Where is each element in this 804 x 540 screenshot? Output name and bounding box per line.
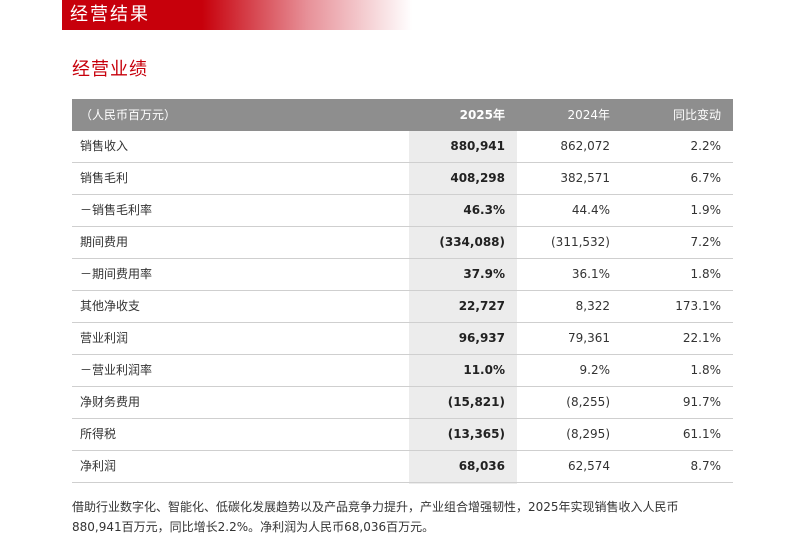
value-2024: (8,295) [566,427,610,441]
value-2024: 862,072 [560,139,610,153]
value-yoy: 7.2% [690,235,722,249]
section-banner [62,0,412,30]
table-header: （人民币百万元） 2025年 2024年 同比变动 [72,99,733,131]
results-table: （人民币百万元） 2025年 2024年 同比变动 销售收入 880,941 862… [72,99,733,484]
header-yoy: 同比变动 [672,108,721,122]
value-yoy: 91.7% [682,395,721,409]
table-row: 净财务费用 (15,821) (8,255) 91.7% [72,387,733,419]
header-2025: 2025年 [459,108,505,122]
table-row: 销售毛利 408,298 382,571 6.7% [72,163,733,195]
table-row: 销售收入 880,941 862,072 2.2% [72,131,733,163]
row-label: 营业利润 [80,331,129,345]
header-unit: （人民币百万元） [80,108,177,122]
value-2025: 408,298 [450,171,505,185]
row-label: 销售收入 [80,139,129,153]
value-yoy: 2.2% [690,139,722,153]
row-label: 其他净收支 [80,299,141,313]
row-label: 净财务费用 [80,395,141,409]
value-2024: 79,361 [568,331,610,345]
value-2025: 68,036 [458,459,505,473]
value-2024: 8,322 [575,299,610,313]
value-2024: 44.4% [571,203,610,217]
value-yoy: 173.1% [675,299,721,313]
value-2025: 46.3% [463,203,505,217]
banner-title: 经营结果 [70,4,150,25]
value-yoy: 6.7% [690,171,722,185]
value-2024: (8,255) [566,395,610,409]
value-2024: 36.1% [571,267,610,281]
table-row: －营业利润率 11.0% 9.2% 1.8% [72,355,733,387]
value-yoy: 22.1% [682,331,721,345]
table-row: －期间费用率 37.9% 36.1% 1.8% [72,259,733,291]
header-2024: 2024年 [567,108,610,122]
value-2025: (334,088) [439,235,505,249]
value-2025: 96,937 [458,331,505,345]
table-row: 其他净收支 22,727 8,322 173.1% [72,291,733,323]
row-label: 期间费用 [80,235,129,249]
value-2024: 9.2% [579,363,611,377]
row-label: 销售毛利 [80,171,129,185]
value-yoy: 8.7% [690,459,722,473]
value-2025: 11.0% [463,363,505,377]
row-label: －营业利润率 [80,363,153,377]
value-2025: 22,727 [458,299,505,313]
highlight-column-2025 [409,99,517,484]
footnote: 借助行业数字化、智能化、低碳化发展趋势以及产品竞争力提升，产业组合增强韧性，20… [72,497,742,537]
value-2024: 382,571 [560,171,610,185]
row-label: －销售毛利率 [80,203,153,217]
footnote-line-2: 880,941百万元，同比增长2.2%。净利润为人民币68,036百万元。 [72,520,435,534]
value-2025: (15,821) [447,395,505,409]
value-yoy: 1.9% [690,203,722,217]
value-yoy: 1.8% [690,267,722,281]
table-row: 营业利润 96,937 79,361 22.1% [72,323,733,355]
value-2025: (13,365) [447,427,505,441]
value-2025: 880,941 [450,139,505,153]
table-row: 所得税 (13,365) (8,295) 61.1% [72,419,733,451]
footnote-line-1: 借助行业数字化、智能化、低碳化发展趋势以及产品竞争力提升，产业组合增强韧性，20… [72,500,679,514]
row-label: 净利润 [80,459,117,473]
value-2025: 37.9% [463,267,505,281]
value-yoy: 1.8% [690,363,722,377]
value-yoy: 61.1% [682,427,721,441]
value-2024: 62,574 [568,459,610,473]
row-label: 所得税 [80,427,117,441]
table-row: 净利润 68,036 62,574 8.7% [72,451,733,483]
table-row: －销售毛利率 46.3% 44.4% 1.9% [72,195,733,227]
table-row: 期间费用 (334,088) (311,532) 7.2% [72,227,733,259]
section-title: 经营业绩 [72,59,148,80]
row-label: －期间费用率 [80,267,153,281]
value-2024: (311,532) [551,235,610,249]
